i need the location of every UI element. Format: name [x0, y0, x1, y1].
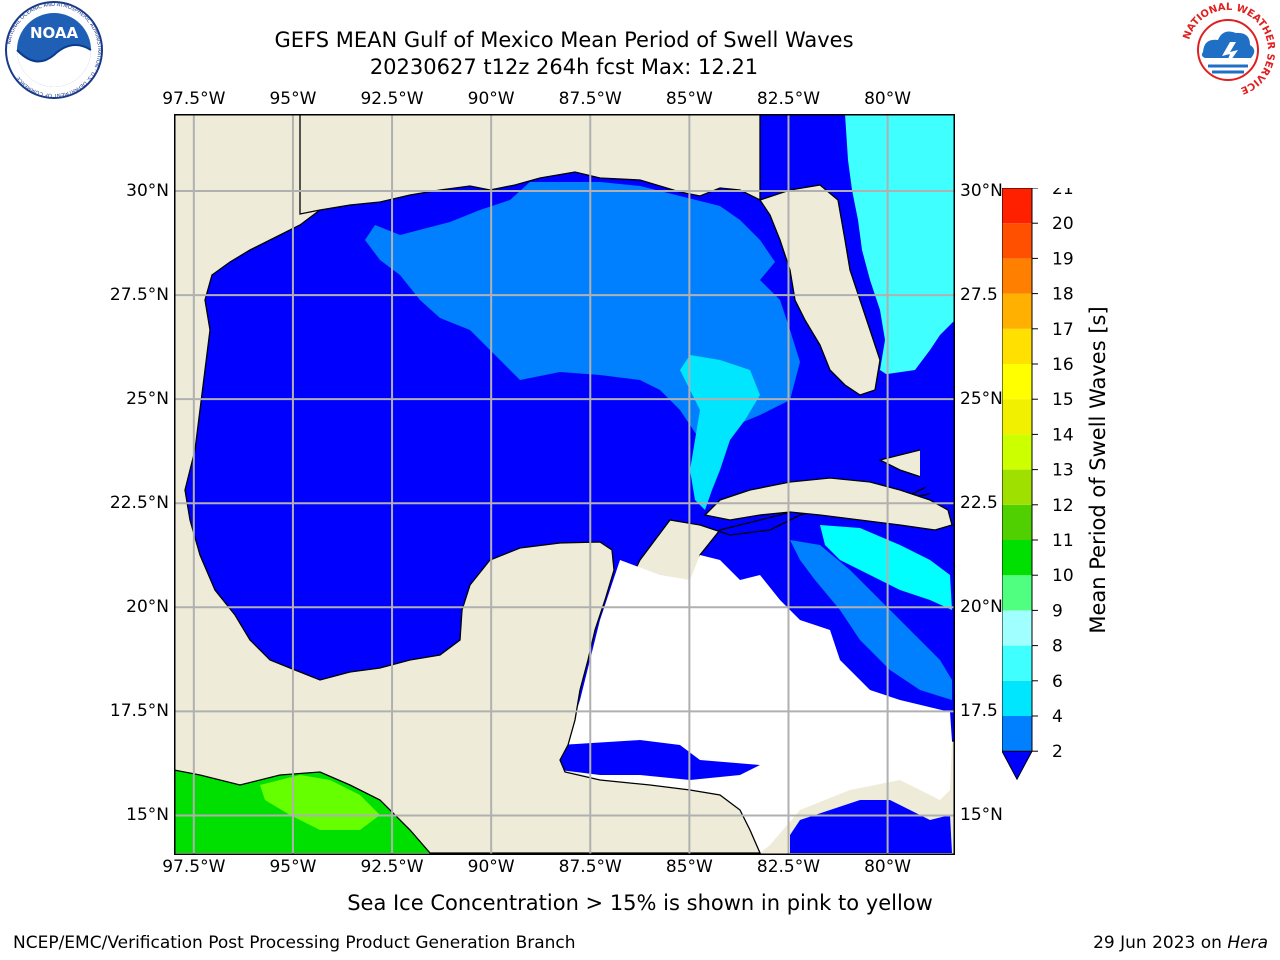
florida-land	[758, 184, 881, 396]
lon-label: 95°W	[269, 89, 317, 109]
colorbar-tick-label: 19	[1052, 249, 1074, 269]
colorbar-segment	[1002, 469, 1032, 505]
colorbar-tick-label: 18	[1052, 285, 1074, 305]
atlantic-blue	[860, 350, 955, 500]
colorbar-tick-label: 20	[1052, 214, 1074, 234]
caribbean-blue-2	[790, 800, 952, 853]
lat-label-left: 27.5°N	[109, 285, 169, 306]
colorbar-extend-triangle	[1002, 750, 1033, 781]
colorbar-tick-label: 11	[1052, 531, 1074, 551]
lon-label: 85°W	[665, 89, 713, 109]
lat-label-right: 17.5	[960, 701, 998, 722]
colorbar-segment	[1002, 504, 1032, 540]
atlantic-cyan	[845, 114, 955, 380]
lon-label: 97.5°W	[162, 89, 226, 109]
colorbar-segment	[1002, 328, 1032, 364]
lat-label-right: 25°N	[960, 389, 1003, 410]
machine-name: Hera	[1227, 933, 1268, 953]
colorbar-tick-label: 14	[1052, 425, 1074, 445]
colorbar-tick-label: 13	[1052, 461, 1074, 481]
lon-label: 92.5°W	[360, 89, 424, 109]
colorbar-segment	[1002, 645, 1032, 681]
colorbar-tick-label: 21	[1052, 188, 1074, 199]
colorbar-segment	[1002, 293, 1032, 329]
plot-title: GEFS MEAN Gulf of Mexico Mean Period of …	[274, 28, 854, 52]
lon-label: 90°W	[467, 857, 515, 877]
colorbar-tick-label: 2	[1052, 742, 1063, 762]
colorbar-segment	[1002, 610, 1032, 646]
map-panel	[174, 114, 955, 855]
colorbar-segment	[1002, 540, 1032, 576]
map-frame	[174, 114, 955, 855]
colorbar: 2 4 6 8 9 10 11 12 13 14 15 16 17 18 19 20 21	[1002, 188, 1074, 781]
lon-label: 80°W	[864, 89, 912, 109]
colorbar-segment	[1002, 575, 1032, 611]
lat-label-left: 22.5°N	[109, 493, 169, 514]
colorbar-segment	[1002, 434, 1032, 470]
colorbar-segment	[1002, 258, 1032, 294]
colorbar-tick-label: 4	[1052, 707, 1063, 727]
colorbar-segment	[1002, 188, 1032, 224]
colorbar-segment	[1002, 364, 1032, 400]
mexico-coast-land	[174, 114, 761, 854]
lat-label-right: 20°N	[960, 597, 1003, 618]
lon-label: 87.5°W	[558, 89, 622, 109]
lon-label: 97.5°W	[162, 857, 226, 877]
lon-label: 82.5°W	[756, 89, 821, 109]
colorbar-tick-label: 15	[1052, 390, 1074, 410]
nws-logo-icon: NATIONAL WEATHER SERVICE	[1181, 2, 1276, 97]
lat-label-left: 17.5°N	[109, 701, 169, 722]
swell-band-6-8	[680, 355, 760, 510]
lat-label-left: 25°N	[126, 389, 169, 410]
date-line: 29 Jun 2023 on Hera	[1093, 933, 1268, 953]
colorbar-title: Mean Period of Swell Waves [s]	[1086, 306, 1110, 634]
lat-label-left: 20°N	[126, 597, 169, 618]
lon-label: 92.5°W	[360, 857, 424, 877]
lon-label: 80°W	[864, 857, 912, 877]
nodata-caribbean	[565, 555, 952, 853]
lat-label-left: 15°N	[126, 805, 169, 826]
lat-label-left: 30°N	[126, 181, 169, 201]
lon-label: 82.5°W	[756, 857, 821, 877]
colorbar-segment	[1002, 399, 1032, 435]
colorbar-segment	[1002, 680, 1032, 716]
colorbar-segment	[1002, 716, 1032, 752]
caribbean-blue-3	[790, 540, 952, 700]
credit-line: NCEP/EMC/Verification Post Processing Pr…	[13, 933, 576, 953]
caribbean-cyan	[820, 525, 952, 610]
colorbar-tick-label: 17	[1052, 320, 1074, 340]
us-gulf-coast-land	[299, 114, 761, 215]
graticule	[174, 114, 955, 855]
colorbar-tick-label: 9	[1052, 601, 1063, 621]
lon-label: 90°W	[467, 89, 515, 109]
noaa-logo-icon: NOAA NATIONAL OCEANIC AND ATMOSPHERIC AD…	[5, 1, 103, 99]
colorbar-tick-label: 12	[1052, 496, 1074, 516]
colorbar-tick-label: 10	[1052, 566, 1074, 586]
sea-ice-note: Sea Ice Concentration > 15% is shown in …	[347, 891, 933, 915]
lon-label: 95°W	[269, 857, 317, 877]
lat-label-right: 27.5	[960, 285, 998, 306]
plot-subtitle: 20230627 t12z 264h fcst Max: 12.21	[369, 55, 759, 79]
colorbar-tick-label: 6	[1052, 672, 1063, 692]
colorbar-tick-label: 16	[1052, 355, 1074, 375]
colorbar-tick-label: 8	[1052, 637, 1063, 657]
lon-label: 85°W	[665, 857, 713, 877]
lat-label-right: 15°N	[960, 805, 1003, 826]
lat-label-right: 22.5	[960, 493, 998, 514]
noaa-logo-text: NOAA	[30, 24, 79, 42]
lat-label-right: 30°N	[960, 181, 1003, 201]
lon-label: 87.5°W	[558, 857, 622, 877]
caribbean-blue	[560, 740, 760, 780]
colorbar-segment	[1002, 223, 1032, 259]
